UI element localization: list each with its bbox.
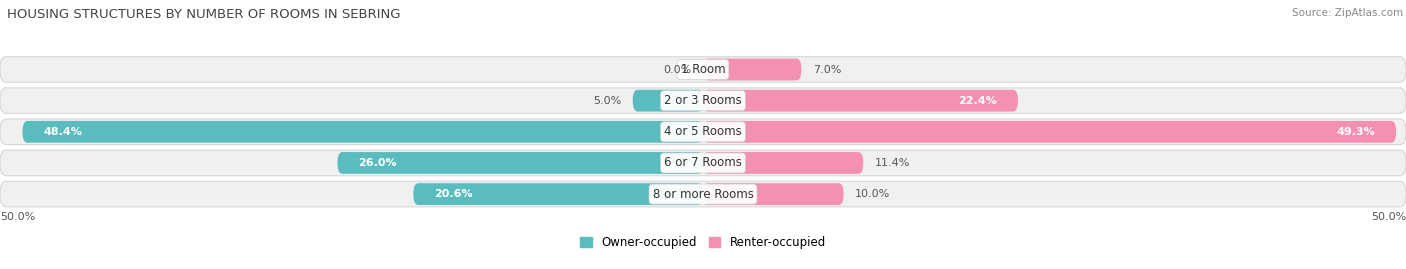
- Text: 50.0%: 50.0%: [0, 211, 35, 222]
- Legend: Owner-occupied, Renter-occupied: Owner-occupied, Renter-occupied: [575, 231, 831, 254]
- Text: 1 Room: 1 Room: [681, 63, 725, 76]
- Text: 26.0%: 26.0%: [359, 158, 396, 168]
- Text: 49.3%: 49.3%: [1336, 127, 1375, 137]
- Text: 0.0%: 0.0%: [664, 65, 692, 75]
- FancyBboxPatch shape: [0, 181, 1406, 207]
- FancyBboxPatch shape: [0, 88, 1406, 114]
- FancyBboxPatch shape: [703, 152, 863, 174]
- FancyBboxPatch shape: [633, 90, 703, 112]
- FancyBboxPatch shape: [703, 90, 1018, 112]
- Text: 10.0%: 10.0%: [855, 189, 890, 199]
- FancyBboxPatch shape: [0, 119, 1406, 144]
- Text: 2 or 3 Rooms: 2 or 3 Rooms: [664, 94, 742, 107]
- Text: 7.0%: 7.0%: [813, 65, 841, 75]
- FancyBboxPatch shape: [22, 121, 703, 143]
- FancyBboxPatch shape: [703, 59, 801, 80]
- Text: 5.0%: 5.0%: [593, 96, 621, 106]
- Text: 8 or more Rooms: 8 or more Rooms: [652, 187, 754, 201]
- Text: 20.6%: 20.6%: [434, 189, 472, 199]
- Text: 48.4%: 48.4%: [44, 127, 83, 137]
- FancyBboxPatch shape: [703, 121, 1396, 143]
- Text: 11.4%: 11.4%: [875, 158, 910, 168]
- Text: 4 or 5 Rooms: 4 or 5 Rooms: [664, 125, 742, 138]
- FancyBboxPatch shape: [413, 183, 703, 205]
- Text: HOUSING STRUCTURES BY NUMBER OF ROOMS IN SEBRING: HOUSING STRUCTURES BY NUMBER OF ROOMS IN…: [7, 8, 401, 21]
- FancyBboxPatch shape: [337, 152, 703, 174]
- FancyBboxPatch shape: [0, 57, 1406, 82]
- FancyBboxPatch shape: [703, 183, 844, 205]
- FancyBboxPatch shape: [0, 150, 1406, 176]
- Text: Source: ZipAtlas.com: Source: ZipAtlas.com: [1292, 8, 1403, 18]
- Text: 50.0%: 50.0%: [1371, 211, 1406, 222]
- Text: 22.4%: 22.4%: [957, 96, 997, 106]
- Text: 6 or 7 Rooms: 6 or 7 Rooms: [664, 157, 742, 169]
